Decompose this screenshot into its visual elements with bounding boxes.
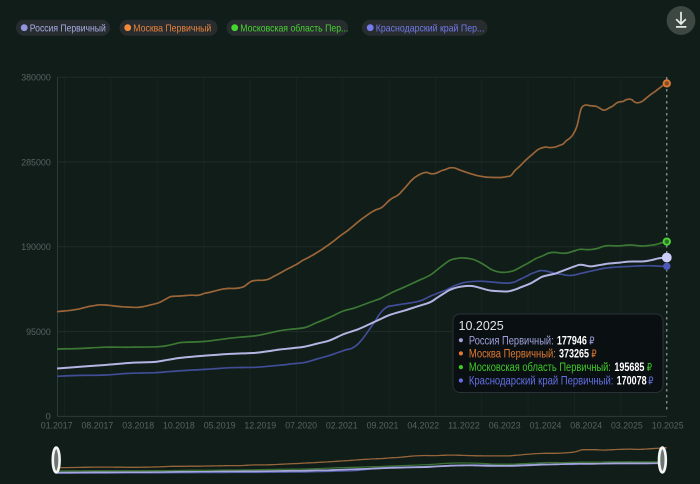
svg-text:03.2018: 03.2018 (122, 420, 154, 431)
svg-text:Московская область Первичный:: Московская область Первичный: (469, 362, 611, 374)
svg-text:₽: ₽ (591, 349, 596, 361)
svg-text:12.2019: 12.2019 (244, 420, 276, 431)
svg-text:08.2024: 08.2024 (570, 420, 602, 431)
svg-text:Московская область Пер...: Московская область Пер... (240, 23, 348, 35)
svg-text:Москва Первичный: Москва Первичный (133, 23, 211, 35)
svg-text:₽: ₽ (589, 335, 594, 347)
svg-text:11.2022: 11.2022 (448, 420, 480, 431)
svg-text:06.2023: 06.2023 (489, 420, 521, 431)
svg-text:10.2025: 10.2025 (652, 420, 684, 431)
svg-text:Краснодарский край Пер...: Краснодарский край Пер... (376, 23, 485, 35)
svg-text:195685: 195685 (614, 362, 644, 374)
svg-text:Москва Первичный:: Москва Первичный: (469, 349, 556, 361)
svg-text:01.2024: 01.2024 (530, 420, 562, 431)
svg-text:05.2019: 05.2019 (204, 420, 236, 431)
svg-text:Краснодарский край Первичный:: Краснодарский край Первичный: (469, 376, 614, 388)
svg-text:177946: 177946 (557, 335, 587, 347)
svg-text:10.2025: 10.2025 (459, 319, 504, 333)
svg-text:08.2017: 08.2017 (82, 420, 114, 431)
svg-text:Россия Первичный: Россия Первичный (30, 23, 106, 35)
svg-text:95000: 95000 (26, 327, 51, 338)
svg-text:01.2017: 01.2017 (41, 420, 73, 431)
svg-text:285000: 285000 (21, 157, 51, 168)
svg-text:170078: 170078 (617, 376, 647, 388)
svg-text:03.2025: 03.2025 (611, 420, 643, 431)
svg-text:04.2022: 04.2022 (407, 420, 439, 431)
svg-text:₽: ₽ (648, 376, 653, 388)
svg-text:Россия Первичный:: Россия Первичный: (469, 335, 554, 347)
svg-text:07.2020: 07.2020 (285, 420, 317, 431)
svg-text:09.2021: 09.2021 (367, 420, 399, 431)
svg-text:02.2021: 02.2021 (326, 420, 358, 431)
svg-text:₽: ₽ (647, 362, 652, 374)
svg-text:380000: 380000 (21, 73, 51, 84)
svg-text:373265: 373265 (559, 349, 589, 361)
svg-text:10.2018: 10.2018 (163, 420, 195, 431)
svg-text:0: 0 (46, 412, 51, 423)
svg-text:190000: 190000 (21, 242, 51, 253)
